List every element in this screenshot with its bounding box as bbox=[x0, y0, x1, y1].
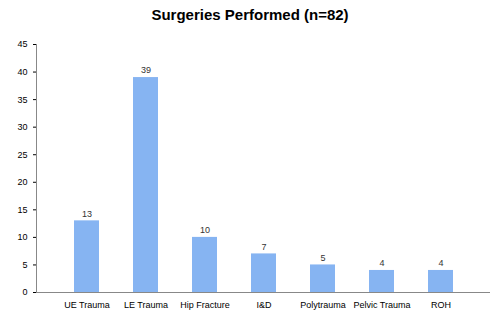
svg-text:35: 35 bbox=[17, 94, 27, 104]
svg-text:Polytrauma: Polytrauma bbox=[300, 300, 346, 310]
svg-text:10: 10 bbox=[17, 232, 27, 242]
svg-text:4: 4 bbox=[438, 258, 443, 268]
svg-text:LE Trauma: LE Trauma bbox=[124, 300, 168, 310]
svg-text:10: 10 bbox=[200, 225, 210, 235]
svg-text:13: 13 bbox=[82, 209, 92, 219]
svg-text:Pelvic Trauma: Pelvic Trauma bbox=[353, 300, 410, 310]
svg-text:0: 0 bbox=[22, 287, 27, 297]
svg-text:15: 15 bbox=[17, 205, 27, 215]
svg-text:30: 30 bbox=[17, 122, 27, 132]
svg-text:25: 25 bbox=[17, 150, 27, 160]
svg-text:5: 5 bbox=[22, 260, 27, 270]
svg-text:39: 39 bbox=[141, 65, 151, 75]
svg-text:Hip Fracture: Hip Fracture bbox=[180, 300, 230, 310]
html-text:Surgeries Performed (n=82): Surgeries Performed (n=82) bbox=[151, 6, 349, 23]
svg-text:4: 4 bbox=[379, 258, 384, 268]
svg-text:5: 5 bbox=[320, 253, 325, 263]
svg-text:40: 40 bbox=[17, 67, 27, 77]
svg-text:I&D: I&D bbox=[256, 300, 272, 310]
svg-text:7: 7 bbox=[261, 242, 266, 252]
svg-text:ROH: ROH bbox=[431, 300, 451, 310]
svg-text:45: 45 bbox=[17, 39, 27, 49]
svg-text:UE Trauma: UE Trauma bbox=[64, 300, 110, 310]
svg-text:20: 20 bbox=[17, 177, 27, 187]
